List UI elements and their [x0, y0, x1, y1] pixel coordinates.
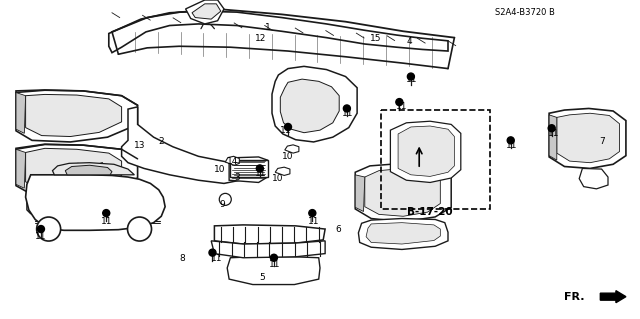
- Polygon shape: [16, 93, 26, 133]
- Text: 5: 5: [260, 273, 265, 282]
- Polygon shape: [16, 144, 138, 196]
- Circle shape: [38, 226, 44, 233]
- Text: 11: 11: [342, 109, 354, 118]
- Polygon shape: [366, 223, 440, 244]
- Text: 11: 11: [280, 126, 292, 135]
- Circle shape: [257, 165, 263, 172]
- Circle shape: [209, 249, 216, 256]
- Text: 11: 11: [35, 232, 47, 241]
- Circle shape: [309, 210, 316, 217]
- Text: 11: 11: [548, 130, 559, 138]
- Polygon shape: [365, 168, 440, 216]
- Text: 4: 4: [407, 37, 412, 46]
- Circle shape: [285, 123, 291, 130]
- Text: 11: 11: [308, 217, 319, 226]
- Text: 10: 10: [282, 152, 294, 161]
- Polygon shape: [16, 90, 138, 142]
- Circle shape: [396, 99, 403, 106]
- Circle shape: [127, 217, 152, 241]
- Text: 14: 14: [227, 157, 239, 166]
- Bar: [230, 160, 268, 177]
- Polygon shape: [122, 107, 250, 183]
- Polygon shape: [26, 148, 122, 190]
- Polygon shape: [211, 241, 325, 258]
- Text: 11: 11: [506, 141, 518, 150]
- Circle shape: [344, 105, 350, 112]
- Text: 12: 12: [255, 34, 267, 43]
- Polygon shape: [52, 163, 134, 175]
- Polygon shape: [272, 66, 357, 142]
- Circle shape: [271, 254, 277, 261]
- Text: 3: 3: [234, 173, 239, 182]
- Polygon shape: [109, 11, 448, 53]
- Text: 13: 13: [134, 141, 145, 150]
- Text: 11: 11: [211, 254, 222, 263]
- Polygon shape: [358, 219, 448, 249]
- Polygon shape: [186, 0, 224, 24]
- Polygon shape: [214, 225, 325, 244]
- Circle shape: [36, 217, 61, 241]
- Polygon shape: [285, 145, 299, 153]
- Polygon shape: [398, 126, 454, 176]
- Text: 10: 10: [214, 165, 226, 174]
- Polygon shape: [355, 175, 365, 211]
- FancyArrow shape: [600, 291, 626, 303]
- Polygon shape: [26, 94, 122, 137]
- Polygon shape: [26, 175, 165, 230]
- Polygon shape: [227, 257, 320, 285]
- Text: 7: 7: [599, 137, 604, 146]
- Text: 11: 11: [100, 217, 112, 226]
- Text: 8: 8: [180, 254, 185, 263]
- Polygon shape: [275, 167, 290, 175]
- Text: 10: 10: [272, 174, 284, 183]
- Polygon shape: [225, 156, 239, 165]
- Text: 9: 9: [220, 200, 225, 209]
- Circle shape: [408, 73, 414, 80]
- Polygon shape: [579, 168, 608, 189]
- Polygon shape: [192, 4, 221, 19]
- Polygon shape: [549, 115, 557, 160]
- Circle shape: [508, 137, 514, 144]
- Polygon shape: [549, 108, 626, 168]
- Text: 15: 15: [370, 34, 381, 43]
- Text: 6: 6: [335, 225, 340, 234]
- Text: 11: 11: [406, 75, 417, 84]
- Text: 2: 2: [159, 137, 164, 146]
- Text: FR.: FR.: [564, 292, 585, 302]
- Polygon shape: [355, 163, 451, 222]
- Text: 11: 11: [396, 102, 407, 111]
- Circle shape: [103, 210, 109, 217]
- Circle shape: [548, 125, 555, 132]
- Polygon shape: [229, 157, 268, 182]
- Text: 11: 11: [269, 260, 281, 269]
- Polygon shape: [390, 121, 461, 182]
- Polygon shape: [16, 149, 26, 188]
- Text: 11: 11: [255, 169, 267, 178]
- Polygon shape: [557, 113, 620, 163]
- Bar: [381, 110, 490, 209]
- Text: S2A4-B3720 B: S2A4-B3720 B: [495, 8, 555, 17]
- Polygon shape: [65, 165, 112, 175]
- Polygon shape: [280, 79, 339, 133]
- Text: 1: 1: [265, 23, 270, 32]
- Text: B-17-20: B-17-20: [407, 207, 453, 218]
